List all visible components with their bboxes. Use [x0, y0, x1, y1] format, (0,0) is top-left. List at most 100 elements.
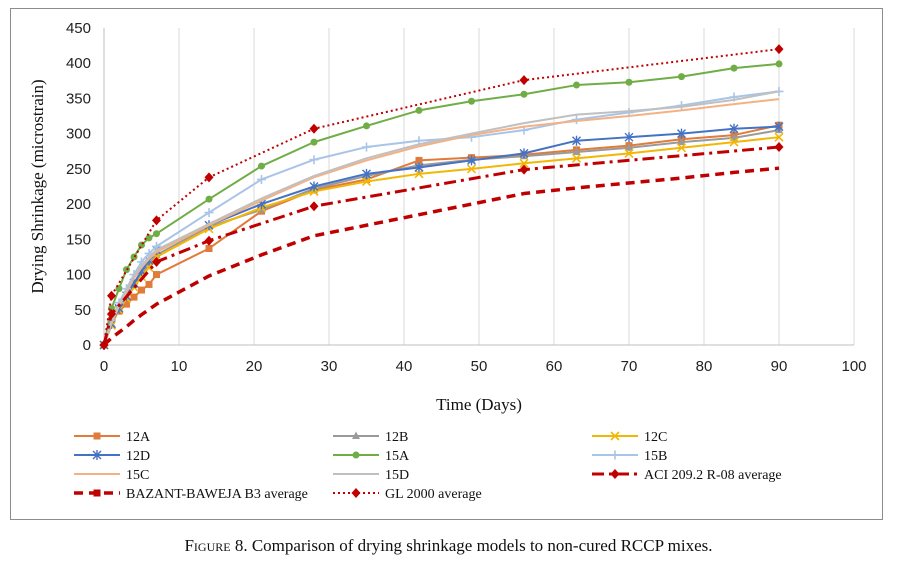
- data-point: [520, 90, 528, 98]
- legend-label: BAZANT-BAWEJA B3 average: [126, 487, 308, 502]
- y-tick-label: 250: [66, 161, 91, 178]
- data-point: [309, 181, 319, 192]
- data-point: [310, 138, 318, 146]
- data-point: [774, 121, 784, 132]
- legend-entry: 15D: [333, 468, 409, 483]
- data-point: [414, 162, 424, 173]
- data-point: [361, 177, 372, 187]
- data-point: [205, 195, 213, 203]
- data-point: [153, 230, 160, 238]
- data-point: [519, 75, 529, 86]
- tick-labels: 0 10 20 30 40 50 60 70 80 90 100 0 50 100 150 200 250 300…: [66, 20, 867, 375]
- legend-entry: GL 2000 average: [333, 487, 482, 502]
- y-tick-label: 150: [66, 231, 91, 248]
- data-point: [677, 128, 686, 139]
- data-point: [573, 81, 580, 89]
- data-point: [204, 235, 214, 246]
- data-point: [729, 137, 739, 147]
- series-0: [100, 121, 783, 349]
- legend-marker: [351, 488, 361, 498]
- data-point: [363, 175, 370, 183]
- data-point: [774, 142, 784, 153]
- data-point: [624, 132, 634, 143]
- series-3: [99, 121, 784, 350]
- x-tick-label: 50: [471, 358, 488, 375]
- data-point: [362, 142, 371, 152]
- x-tick-label: 70: [621, 358, 638, 375]
- data-point: [624, 148, 634, 158]
- legend-label: 12A: [126, 430, 151, 445]
- legend-label: 12C: [644, 430, 667, 445]
- legend-entry: 12A: [74, 430, 151, 445]
- data-point: [309, 201, 319, 212]
- axes: [103, 28, 854, 346]
- data-point: [415, 156, 423, 164]
- data-point: [774, 44, 784, 55]
- data-point: [153, 271, 160, 279]
- shrinkage-chart: 0 10 20 30 40 50 60 70 80 90 100 0 50 100 150 200 250 300…: [28, 20, 867, 502]
- series-line: [103, 48, 780, 346]
- data-point: [571, 153, 582, 163]
- data-point: [204, 172, 214, 183]
- data-point: [362, 168, 371, 179]
- series-lines: [99, 44, 784, 350]
- series-2: [99, 132, 784, 350]
- data-point: [258, 162, 265, 170]
- data-point: [466, 164, 477, 174]
- data-point: [138, 241, 145, 249]
- series-line: [103, 129, 780, 346]
- figure-frame: [10, 8, 883, 520]
- series-7: [103, 90, 780, 346]
- legend-entry: ACI 209.2 R-08 average: [592, 468, 782, 483]
- data-point: [519, 158, 529, 168]
- x-tick-label: 100: [841, 358, 866, 375]
- legend-entry: 15A: [333, 449, 410, 464]
- data-point: [123, 300, 130, 308]
- legend-entry: 15B: [592, 449, 667, 464]
- data-point: [130, 253, 138, 261]
- data-point: [123, 266, 130, 274]
- data-point: [676, 143, 687, 153]
- data-point: [467, 155, 476, 166]
- data-point: [309, 123, 319, 134]
- y-tick-label: 50: [74, 302, 91, 319]
- data-point: [152, 256, 161, 267]
- y-tick-label: 350: [66, 90, 91, 107]
- y-tick-label: 100: [66, 267, 91, 284]
- legend-label: 15A: [385, 449, 410, 464]
- legend-label: 15B: [644, 449, 667, 464]
- data-point: [145, 280, 153, 288]
- data-point: [309, 155, 319, 165]
- data-point: [415, 106, 423, 114]
- legend-marker: [610, 450, 620, 460]
- legend-marker: [352, 451, 360, 459]
- legend-label: 12D: [126, 449, 150, 464]
- data-point: [107, 290, 116, 301]
- x-tick-label: 30: [321, 358, 338, 375]
- series-line: [103, 124, 780, 346]
- data-point: [152, 215, 161, 226]
- data-point: [678, 73, 685, 81]
- legend-entry: BAZANT-BAWEJA B3 average: [74, 487, 308, 502]
- legend-label: 15C: [126, 468, 149, 483]
- data-point: [677, 137, 686, 146]
- y-tick-label: 0: [83, 337, 91, 354]
- data-point: [468, 97, 475, 105]
- legend-marker: [93, 432, 101, 440]
- figure-caption: Figure 8. Comparison of drying shrinkage…: [0, 536, 897, 556]
- data-point: [414, 169, 424, 179]
- x-tick-label: 60: [546, 358, 563, 375]
- caption-text: Comparison of drying shrinkage models to…: [247, 536, 713, 555]
- legend-entry: 12C: [592, 430, 667, 445]
- legend-entry: 12B: [333, 430, 408, 445]
- data-point: [99, 340, 109, 350]
- data-point: [145, 234, 153, 242]
- series-10: [99, 44, 784, 350]
- data-point: [363, 122, 370, 130]
- legend-marker: [610, 469, 620, 479]
- legend-entry: 15C: [74, 468, 149, 483]
- data-point: [205, 244, 213, 252]
- data-point: [729, 123, 739, 134]
- grid-lines: [178, 28, 855, 345]
- legend-marker: [92, 450, 102, 460]
